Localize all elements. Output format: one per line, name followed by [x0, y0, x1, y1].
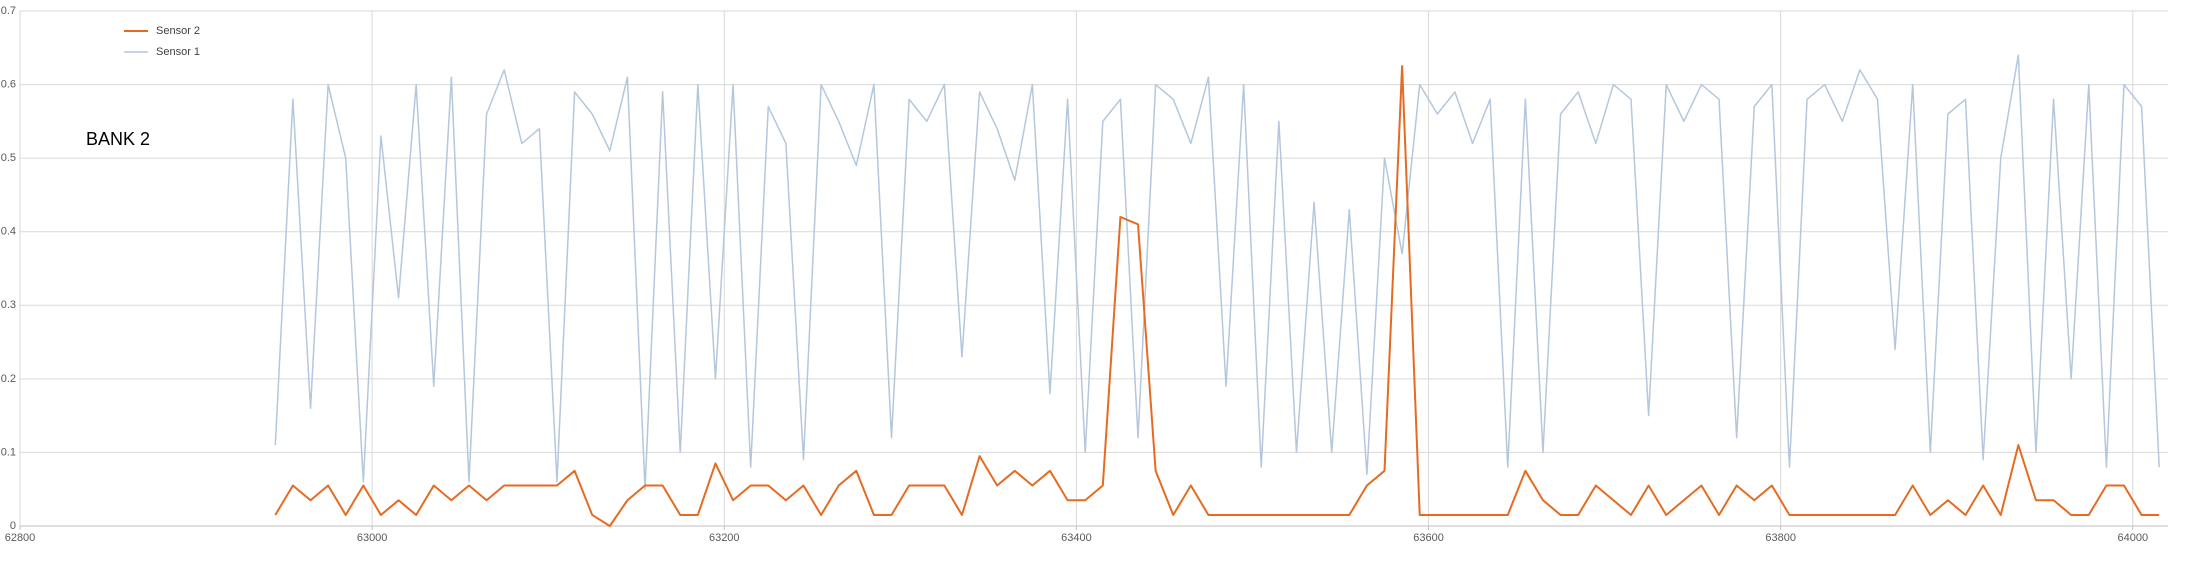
y-tick-label: 0.6: [1, 78, 16, 90]
x-tick-label: 63600: [1413, 532, 1444, 544]
y-tick-label: 0.2: [1, 373, 16, 385]
x-tick-label: 62800: [5, 532, 36, 544]
x-tick-label: 63800: [1765, 532, 1796, 544]
legend-label: Sensor 2: [156, 25, 200, 37]
x-tick-label: 63400: [1061, 532, 1092, 544]
legend-label: Sensor 1: [156, 46, 200, 58]
series-line: [274, 65, 2160, 527]
x-tick-label: 64000: [2117, 532, 2148, 544]
y-tick-label: 0: [10, 520, 16, 532]
y-tick-label: 0.7: [1, 5, 16, 17]
y-tick-label: 0.4: [1, 226, 16, 238]
y-tick-label: 0.5: [1, 152, 16, 164]
x-tick-label: 63200: [709, 532, 740, 544]
x-tick-label: 63000: [357, 532, 388, 544]
y-tick-label: 0.3: [1, 299, 16, 311]
annotation: BANK 2: [86, 129, 150, 149]
series-line: [274, 54, 2160, 490]
y-tick-label: 0.1: [1, 446, 16, 458]
